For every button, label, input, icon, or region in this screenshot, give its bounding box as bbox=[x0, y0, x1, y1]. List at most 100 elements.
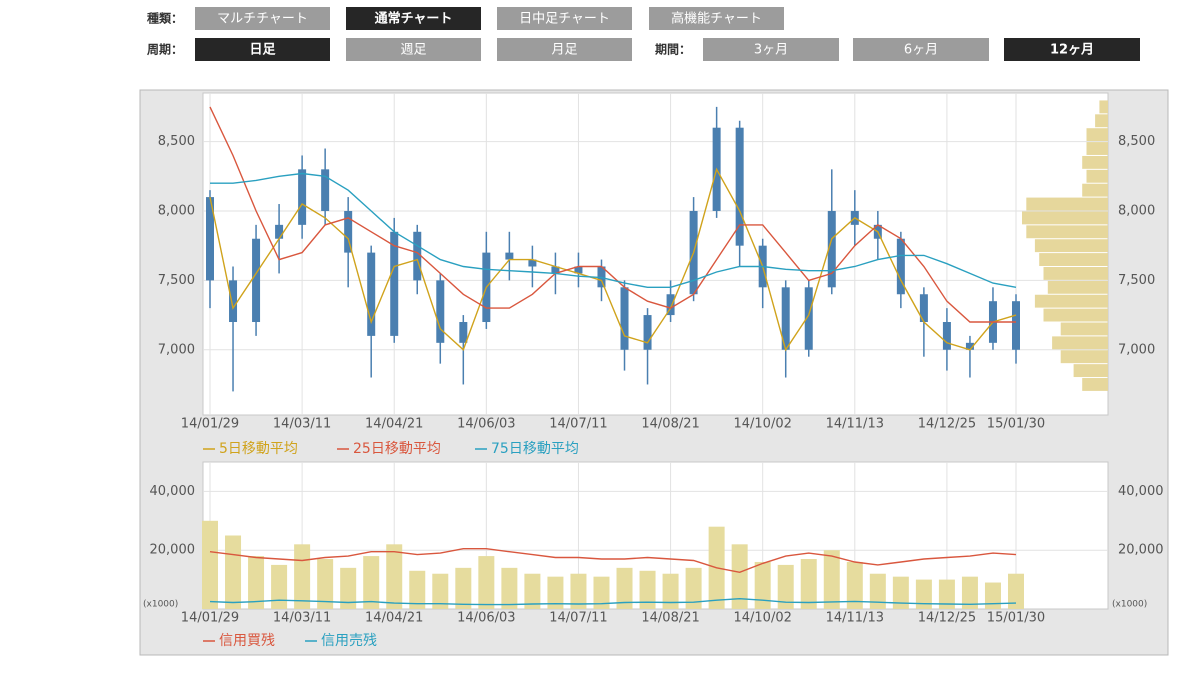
button[interactable] bbox=[703, 38, 839, 61]
button[interactable] bbox=[346, 7, 481, 30]
bar bbox=[662, 573, 679, 609]
bar bbox=[271, 564, 288, 609]
candle-body bbox=[390, 231, 399, 336]
bar bbox=[294, 544, 311, 609]
button-label[interactable]: 高機能チャート bbox=[671, 11, 762, 27]
x-tick-label: 14/07/11 bbox=[549, 417, 607, 432]
candle-body bbox=[436, 280, 445, 343]
x-tick-label: 14/10/02 bbox=[733, 611, 791, 626]
candle-body bbox=[896, 238, 905, 295]
series-line bbox=[209, 167, 1017, 352]
button-label[interactable]: マルチチャート bbox=[217, 12, 308, 27]
profile-bar bbox=[1086, 142, 1108, 155]
button-label[interactable]: 3ヶ月 bbox=[754, 43, 788, 58]
bar bbox=[570, 573, 587, 609]
button-label[interactable]: 週足 bbox=[400, 43, 426, 58]
bar bbox=[777, 564, 794, 609]
bar bbox=[961, 576, 978, 609]
candle-body bbox=[781, 287, 790, 350]
bar bbox=[317, 559, 334, 609]
bar bbox=[478, 556, 495, 609]
x-tick-label: 14/04/21 bbox=[365, 611, 423, 626]
candle-body bbox=[505, 252, 514, 260]
button[interactable] bbox=[497, 7, 632, 30]
button-label[interactable]: 月足 bbox=[551, 43, 577, 58]
x-tick-label: 14/11/13 bbox=[826, 611, 884, 626]
candle-body bbox=[735, 127, 744, 246]
candle-body bbox=[367, 252, 376, 336]
button-label[interactable]: 日中足チャート bbox=[519, 12, 610, 27]
bar bbox=[1008, 573, 1024, 609]
bar bbox=[455, 567, 472, 609]
x-tick-label: 14/06/03 bbox=[457, 611, 515, 626]
y-tick-label: 7,500 bbox=[158, 273, 195, 288]
y-tick-label-right: 8,500 bbox=[1118, 134, 1155, 149]
candle-body bbox=[551, 266, 560, 274]
button-label[interactable]: 6ヶ月 bbox=[904, 43, 938, 58]
candle-body bbox=[413, 231, 422, 281]
button[interactable] bbox=[195, 7, 330, 30]
bar bbox=[685, 567, 702, 609]
candle-body bbox=[344, 210, 353, 253]
legend-label: 75日移動平均 bbox=[491, 441, 579, 457]
x-tick-label: 14/11/13 bbox=[826, 417, 884, 432]
candle-body bbox=[942, 322, 951, 350]
x-tick-label: 14/12/25 bbox=[918, 417, 976, 432]
control-label: 種類： bbox=[147, 11, 183, 26]
legend-label: 25日移動平均 bbox=[353, 441, 441, 457]
candle-body bbox=[643, 315, 652, 350]
profile-bar bbox=[1034, 239, 1108, 253]
button[interactable] bbox=[853, 38, 989, 61]
bar bbox=[501, 567, 518, 609]
x-tick-label: 14/04/21 bbox=[365, 417, 423, 432]
button[interactable] bbox=[649, 7, 784, 30]
button-label[interactable]: 日足 bbox=[249, 43, 276, 58]
button[interactable] bbox=[497, 38, 632, 61]
candle-body bbox=[804, 287, 813, 350]
candle-body bbox=[252, 238, 261, 323]
bar bbox=[547, 576, 564, 609]
button-label[interactable]: 通常チャート bbox=[375, 11, 453, 27]
profile-bar bbox=[1043, 266, 1108, 280]
control-label: 周期： bbox=[147, 42, 183, 57]
x-tick-label: 14/01/29 bbox=[181, 417, 239, 432]
candle-body bbox=[229, 280, 238, 323]
candle-body bbox=[965, 342, 974, 350]
candle-body bbox=[1012, 301, 1020, 350]
profile-bar bbox=[1095, 114, 1108, 128]
bar bbox=[754, 561, 771, 609]
bar bbox=[616, 567, 633, 609]
x-tick-label: 14/03/11 bbox=[273, 417, 331, 432]
profile-bar bbox=[1099, 100, 1108, 114]
y-tick-label: 7,000 bbox=[158, 342, 195, 357]
bar bbox=[892, 576, 909, 609]
candle-body bbox=[919, 294, 928, 323]
profile-bar bbox=[1082, 378, 1108, 391]
button[interactable] bbox=[1004, 38, 1140, 61]
profile-bar bbox=[1026, 225, 1108, 239]
profile-bar bbox=[1043, 308, 1108, 322]
x-tick-label: 14/01/29 bbox=[181, 611, 239, 626]
y-tick-label-right: 20,000 bbox=[1118, 543, 1164, 558]
bar bbox=[202, 520, 218, 609]
bar bbox=[915, 579, 932, 609]
bar bbox=[938, 579, 955, 609]
button[interactable] bbox=[195, 38, 330, 61]
y-tick-label-right: 7,500 bbox=[1118, 273, 1155, 288]
y-tick-label: 8,500 bbox=[158, 134, 195, 149]
x-tick-label: 14/03/11 bbox=[273, 611, 331, 626]
profile-bar bbox=[1082, 155, 1108, 169]
profile-bar bbox=[1082, 183, 1108, 197]
candle-body bbox=[206, 197, 214, 281]
bar bbox=[432, 573, 449, 609]
candle-body bbox=[574, 266, 583, 274]
profile-bar bbox=[1022, 211, 1108, 225]
x-tick-label: 14/12/25 bbox=[918, 611, 976, 626]
button-label[interactable]: 12ヶ月 bbox=[1050, 43, 1094, 58]
bar bbox=[386, 544, 403, 609]
candle-body bbox=[528, 259, 537, 267]
bar bbox=[823, 550, 840, 609]
y-tick-label: 20,000 bbox=[150, 543, 196, 558]
button[interactable] bbox=[346, 38, 481, 61]
